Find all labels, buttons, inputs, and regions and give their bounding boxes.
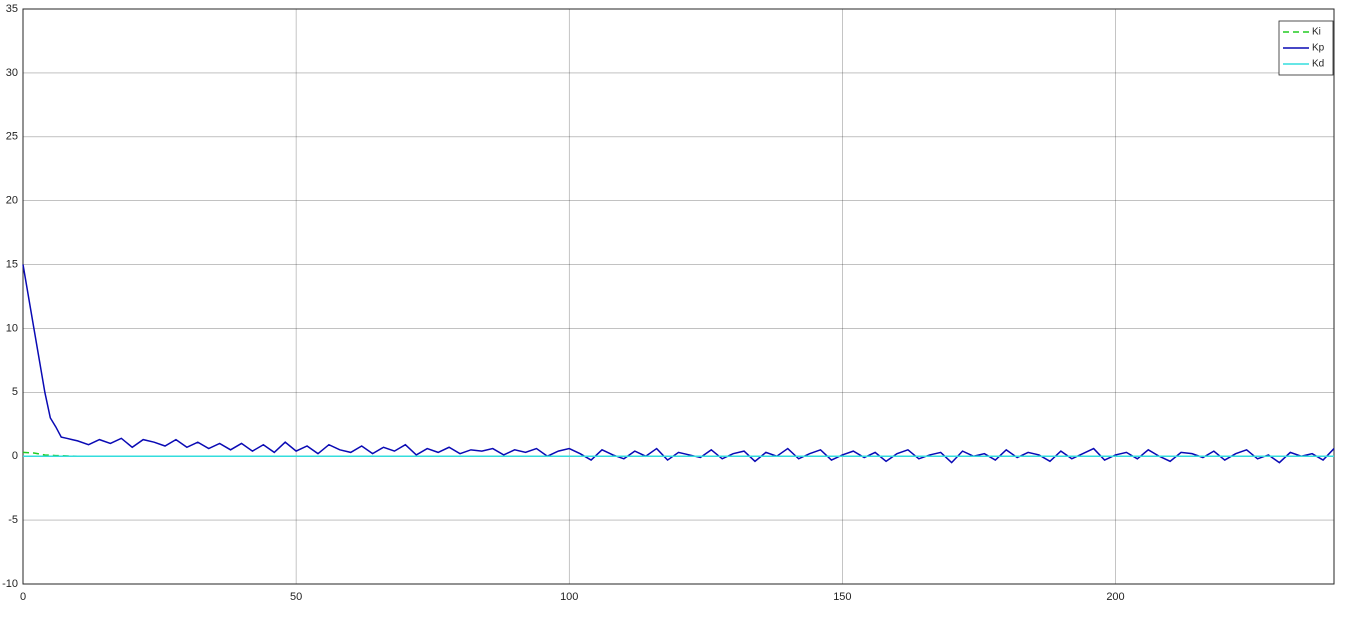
y-tick-label: 20: [6, 195, 18, 207]
plot-area: [22, 8, 1335, 585]
y-tick-label: 35: [6, 3, 18, 15]
y-tick-label: 30: [6, 67, 18, 79]
series-line: [22, 264, 1335, 464]
y-tick-label: -10: [2, 578, 18, 590]
y-tick-label: 5: [12, 386, 18, 398]
x-tick-label: 200: [1106, 591, 1124, 603]
legend-label: Kd: [1312, 59, 1324, 70]
legend-label: Ki: [1312, 27, 1321, 38]
x-tick-label: 0: [20, 591, 26, 603]
y-tick-label: 15: [6, 258, 18, 270]
y-tick-label: 25: [6, 131, 18, 143]
x-tick-label: 100: [560, 591, 578, 603]
x-tick-label: 50: [290, 591, 302, 603]
y-tick-label: 10: [6, 322, 18, 334]
y-tick-label: 0: [12, 450, 18, 462]
y-tick-label: -5: [8, 514, 18, 526]
x-tick-label: 150: [833, 591, 851, 603]
legend-label: Kp: [1312, 43, 1325, 54]
